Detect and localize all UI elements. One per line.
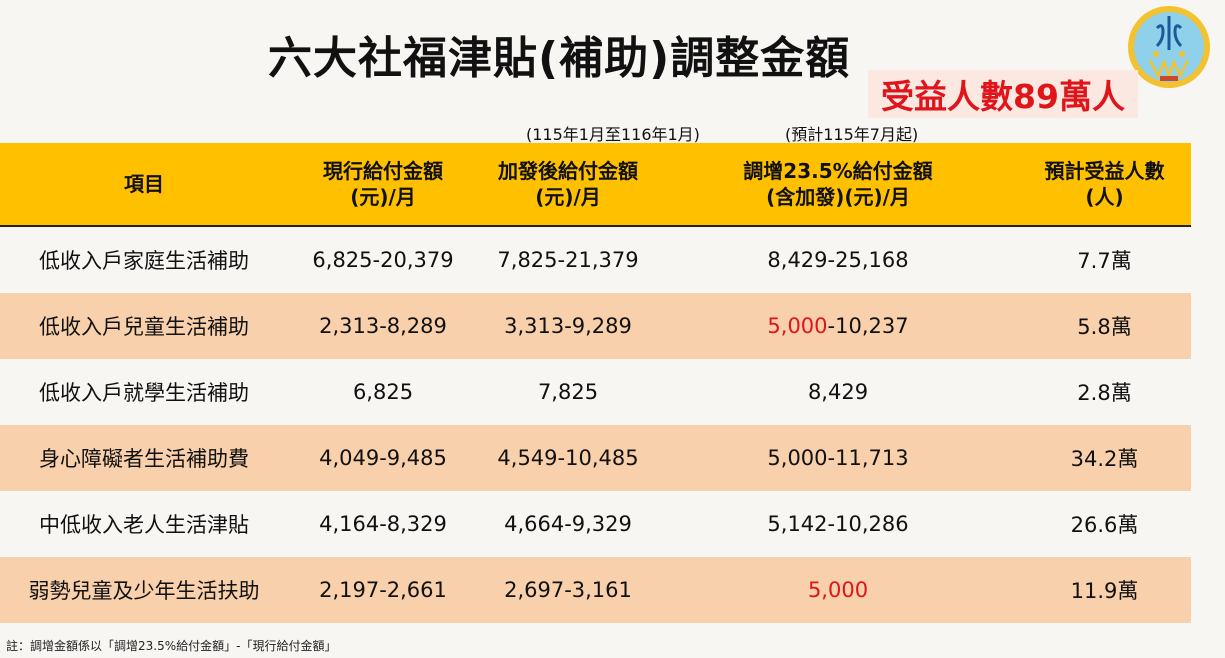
header-line: 項目	[124, 172, 164, 196]
cell-after-bonus: 4,549-10,485	[497, 446, 639, 470]
subsidy-table: 項目 現行給付金額 (元)/月 加發後給付金額 (元)/月 調增23.5%給付金…	[0, 143, 1191, 623]
ministry-logo-icon	[1126, 4, 1212, 90]
cell-item: 低收入戶家庭生活補助	[39, 249, 249, 273]
cell-current: 6,825	[352, 380, 414, 404]
header-line: 加發後給付金額	[498, 159, 638, 183]
cell-item: 低收入戶兒童生活補助	[39, 315, 249, 339]
cell-beneficiaries: 7.7萬	[1077, 249, 1132, 273]
table-row: 低收入戶家庭生活補助 6,825-20,379 7,825-21,379 8,4…	[0, 227, 1191, 293]
header-line: (元)/月	[350, 185, 416, 209]
column-header-adjusted: 調增23.5%給付金額 (含加發)(元)/月	[658, 158, 1018, 210]
table-row: 中低收入老人生活津貼 4,164-8,329 4,664-9,329 5,142…	[0, 491, 1191, 557]
beneficiaries-badge: 受益人數89萬人	[868, 70, 1138, 118]
cell-after-bonus: 7,825-21,379	[497, 248, 639, 272]
adjusted-value: 5,142-10,286	[767, 512, 909, 536]
cell-item: 低收入戶就學生活補助	[39, 381, 249, 405]
table-row: 低收入戶就學生活補助 6,825 7,825 8,429 2.8萬	[0, 359, 1191, 425]
header-line: 預計受益人數	[1044, 159, 1165, 183]
cell-beneficiaries: 11.9萬	[1070, 579, 1139, 603]
header-line: 現行給付金額	[323, 159, 443, 183]
cell-after-bonus: 2,697-3,161	[504, 578, 632, 602]
cell-item: 弱勢兒童及少年生活扶助	[28, 579, 260, 603]
cell-current: 2,313-8,289	[319, 314, 447, 338]
column-header-beneficiaries: 預計受益人數 (人)	[1018, 158, 1191, 210]
adjusted-value: 8,429-25,168	[767, 248, 909, 272]
table-header: 項目 現行給付金額 (元)/月 加發後給付金額 (元)/月 調增23.5%給付金…	[0, 143, 1191, 227]
cell-current: 2,197-2,661	[319, 578, 447, 602]
period-label-adjusted: (預計115年7月起)	[785, 125, 919, 144]
cell-after-bonus: 7,825	[537, 380, 599, 404]
adjusted-value: -10,237	[827, 314, 909, 338]
adjusted-highlight: 5,000	[767, 314, 828, 338]
page-title: 六大社福津貼(補助)調整金額	[268, 33, 851, 84]
cell-current: 4,049-9,485	[319, 446, 447, 470]
header-line: (含加發)(元)/月	[766, 185, 910, 209]
adjusted-value: 5,000-11,713	[767, 446, 909, 470]
header-line: (元)/月	[535, 185, 601, 209]
footnote: 註：調增金額係以「調增23.5%給付金額」-「現行給付金額」	[6, 639, 337, 653]
table-row: 低收入戶兒童生活補助 2,313-8,289 3,313-9,289 5,000…	[0, 293, 1191, 359]
cell-current: 6,825-20,379	[312, 248, 454, 272]
cell-beneficiaries: 5.8萬	[1077, 315, 1132, 339]
header-line: 調增23.5%給付金額	[743, 159, 933, 183]
cell-item: 中低收入老人生活津貼	[39, 513, 249, 537]
cell-beneficiaries: 26.6萬	[1070, 513, 1139, 537]
column-header-item: 項目	[0, 171, 288, 197]
cell-adjusted: 8,429-25,168	[658, 248, 1018, 272]
period-label-current: (115年1月至116年1月)	[526, 125, 700, 144]
cell-after-bonus: 4,664-9,329	[504, 512, 632, 536]
adjusted-highlight: 5,000	[807, 578, 869, 602]
cell-beneficiaries: 2.8萬	[1077, 381, 1132, 405]
cell-adjusted: 5,000-10,237	[658, 314, 1018, 338]
cell-adjusted: 5,142-10,286	[658, 512, 1018, 536]
table-row: 弱勢兒童及少年生活扶助 2,197-2,661 2,697-3,161 5,00…	[0, 557, 1191, 623]
cell-item: 身心障礙者生活補助費	[39, 447, 249, 471]
cell-current: 4,164-8,329	[319, 512, 447, 536]
header-line: (人)	[1085, 185, 1124, 209]
cell-adjusted: 8,429	[658, 380, 1018, 404]
cell-beneficiaries: 34.2萬	[1070, 447, 1139, 471]
cell-adjusted: 5,000	[658, 578, 1018, 602]
cell-after-bonus: 3,313-9,289	[504, 314, 632, 338]
cell-adjusted: 5,000-11,713	[658, 446, 1018, 470]
column-header-after-bonus: 加發後給付金額 (元)/月	[478, 158, 658, 210]
table-row: 身心障礙者生活補助費 4,049-9,485 4,549-10,485 5,00…	[0, 425, 1191, 491]
column-header-current: 現行給付金額 (元)/月	[288, 158, 478, 210]
adjusted-value: 8,429	[807, 380, 869, 404]
